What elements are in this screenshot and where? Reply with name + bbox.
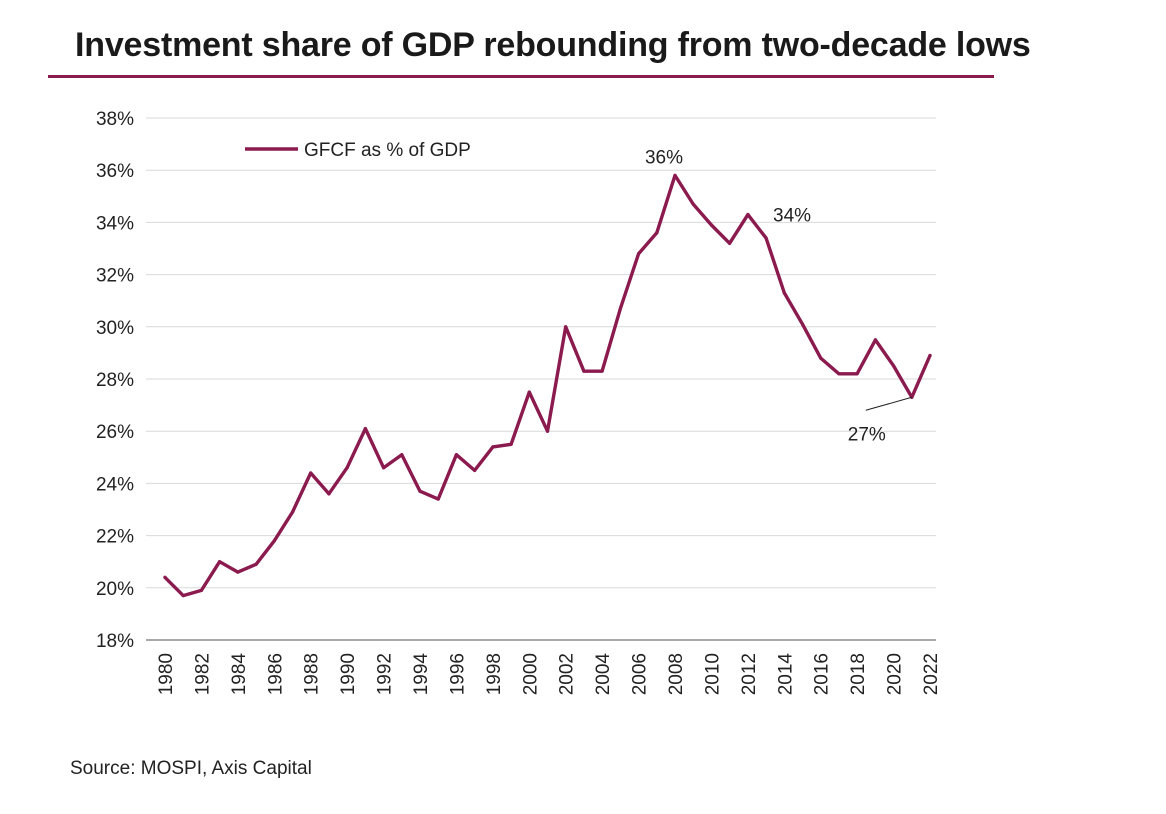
x-tick-label-1996: 1996 bbox=[447, 653, 468, 695]
series-layer bbox=[163, 173, 932, 598]
data-point-1998 bbox=[491, 445, 495, 449]
data-point-1997 bbox=[473, 468, 477, 472]
data-point-2011 bbox=[728, 241, 732, 245]
annotation-peak-2008: 36% bbox=[645, 147, 683, 168]
annotation-2013: 34% bbox=[773, 206, 811, 227]
x-tick-label-2002: 2002 bbox=[557, 653, 578, 695]
series-line-gfcf bbox=[163, 173, 932, 598]
data-point-1985 bbox=[254, 562, 258, 566]
x-tick-label-2012: 2012 bbox=[739, 653, 760, 695]
chart-title: Investment share of GDP rebounding from … bbox=[75, 26, 1031, 64]
y-tick-label-36: 36% bbox=[96, 161, 134, 182]
legend-label-gfcf: GFCF as % of GDP bbox=[304, 140, 471, 161]
data-point-1990 bbox=[345, 466, 349, 470]
x-tick-label-1984: 1984 bbox=[229, 653, 250, 696]
y-tick-label-22: 22% bbox=[96, 527, 134, 548]
data-point-1982 bbox=[199, 588, 204, 593]
y-tick-label-28: 28% bbox=[96, 370, 134, 391]
data-point-1983 bbox=[218, 560, 222, 564]
x-tick-label-1988: 1988 bbox=[302, 653, 323, 695]
y-axis-tick-labels: 18% 20% 22% 24% 26% 28% 30% 32% 34% 36% 38% bbox=[96, 109, 134, 652]
data-point-2002 bbox=[564, 325, 568, 329]
data-point-2019 bbox=[873, 338, 877, 342]
data-point-1986 bbox=[272, 539, 276, 543]
x-tick-label-1998: 1998 bbox=[484, 653, 505, 695]
data-point-1987 bbox=[290, 510, 295, 514]
data-point-2014 bbox=[782, 291, 786, 295]
y-tick-label-30: 30% bbox=[96, 318, 134, 339]
x-tick-label-1992: 1992 bbox=[375, 653, 396, 695]
annotation-leader-2021 bbox=[865, 396, 912, 411]
data-point-2005 bbox=[618, 306, 622, 311]
legend: GFCF as % of GDP bbox=[245, 140, 471, 161]
data-point-2009 bbox=[691, 202, 695, 206]
data-point-2020 bbox=[891, 364, 896, 368]
x-tick-label-2010: 2010 bbox=[702, 653, 723, 695]
data-point-1993 bbox=[400, 453, 404, 457]
x-tick-label-1982: 1982 bbox=[192, 653, 213, 695]
data-point-2001 bbox=[545, 429, 550, 433]
data-point-1989 bbox=[327, 492, 331, 496]
y-tick-label-32: 32% bbox=[96, 266, 134, 287]
x-tick-label-1994: 1994 bbox=[411, 653, 432, 696]
x-tick-label-2006: 2006 bbox=[630, 653, 651, 695]
x-tick-label-1986: 1986 bbox=[265, 653, 286, 695]
title-underline bbox=[48, 75, 994, 78]
data-point-2003 bbox=[582, 369, 586, 373]
y-tick-label-18: 18% bbox=[96, 631, 134, 652]
x-tick-label-2018: 2018 bbox=[848, 653, 869, 695]
data-point-2012 bbox=[746, 212, 750, 217]
data-point-2013 bbox=[764, 236, 768, 240]
data-point-1995 bbox=[436, 497, 440, 501]
y-tick-label-34: 34% bbox=[96, 213, 134, 234]
data-point-2010 bbox=[709, 223, 714, 227]
x-tick-label-2014: 2014 bbox=[775, 653, 796, 696]
y-tick-label-20: 20% bbox=[96, 579, 134, 600]
x-tick-label-2016: 2016 bbox=[812, 653, 833, 695]
annotation-low-2021: 27% bbox=[848, 424, 886, 445]
x-tick-label-2004: 2004 bbox=[593, 653, 614, 696]
data-point-2000 bbox=[527, 390, 531, 394]
y-tick-label-38: 38% bbox=[96, 109, 134, 130]
data-point-1991 bbox=[363, 426, 367, 431]
annotations: 36% 34% 27% bbox=[645, 147, 912, 445]
data-point-2016 bbox=[819, 356, 823, 360]
x-tick-label-2008: 2008 bbox=[666, 653, 687, 695]
data-point-1980 bbox=[163, 575, 167, 579]
source-note: Source: MOSPI, Axis Capital bbox=[70, 758, 312, 779]
x-tick-label-2020: 2020 bbox=[885, 653, 906, 695]
data-point-2004 bbox=[600, 369, 604, 373]
y-tick-label-26: 26% bbox=[96, 422, 134, 443]
x-axis-tick-labels: 1980 1982 1984 1986 1988 1990 1992 1994 1996 1998… bbox=[156, 653, 942, 696]
data-point-1981 bbox=[181, 594, 185, 598]
data-point-1996 bbox=[454, 453, 459, 457]
data-point-2006 bbox=[636, 252, 641, 256]
data-point-2015 bbox=[800, 322, 805, 326]
data-point-2022 bbox=[928, 353, 932, 358]
x-tick-label-2022: 2022 bbox=[921, 653, 942, 695]
data-point-2017 bbox=[837, 372, 841, 376]
y-tick-label-24: 24% bbox=[96, 474, 134, 495]
data-point-2007 bbox=[655, 231, 659, 235]
data-point-1988 bbox=[309, 471, 313, 475]
data-point-2008 bbox=[673, 173, 677, 178]
x-tick-label-1980: 1980 bbox=[156, 653, 177, 695]
data-point-1999 bbox=[509, 442, 513, 446]
data-point-2021 bbox=[910, 395, 914, 399]
x-tick-label-2000: 2000 bbox=[520, 653, 541, 695]
x-tick-label-1990: 1990 bbox=[338, 653, 359, 695]
data-point-2018 bbox=[855, 372, 859, 376]
data-point-1984 bbox=[236, 570, 240, 574]
data-point-1992 bbox=[381, 466, 386, 470]
data-point-1994 bbox=[418, 489, 422, 493]
